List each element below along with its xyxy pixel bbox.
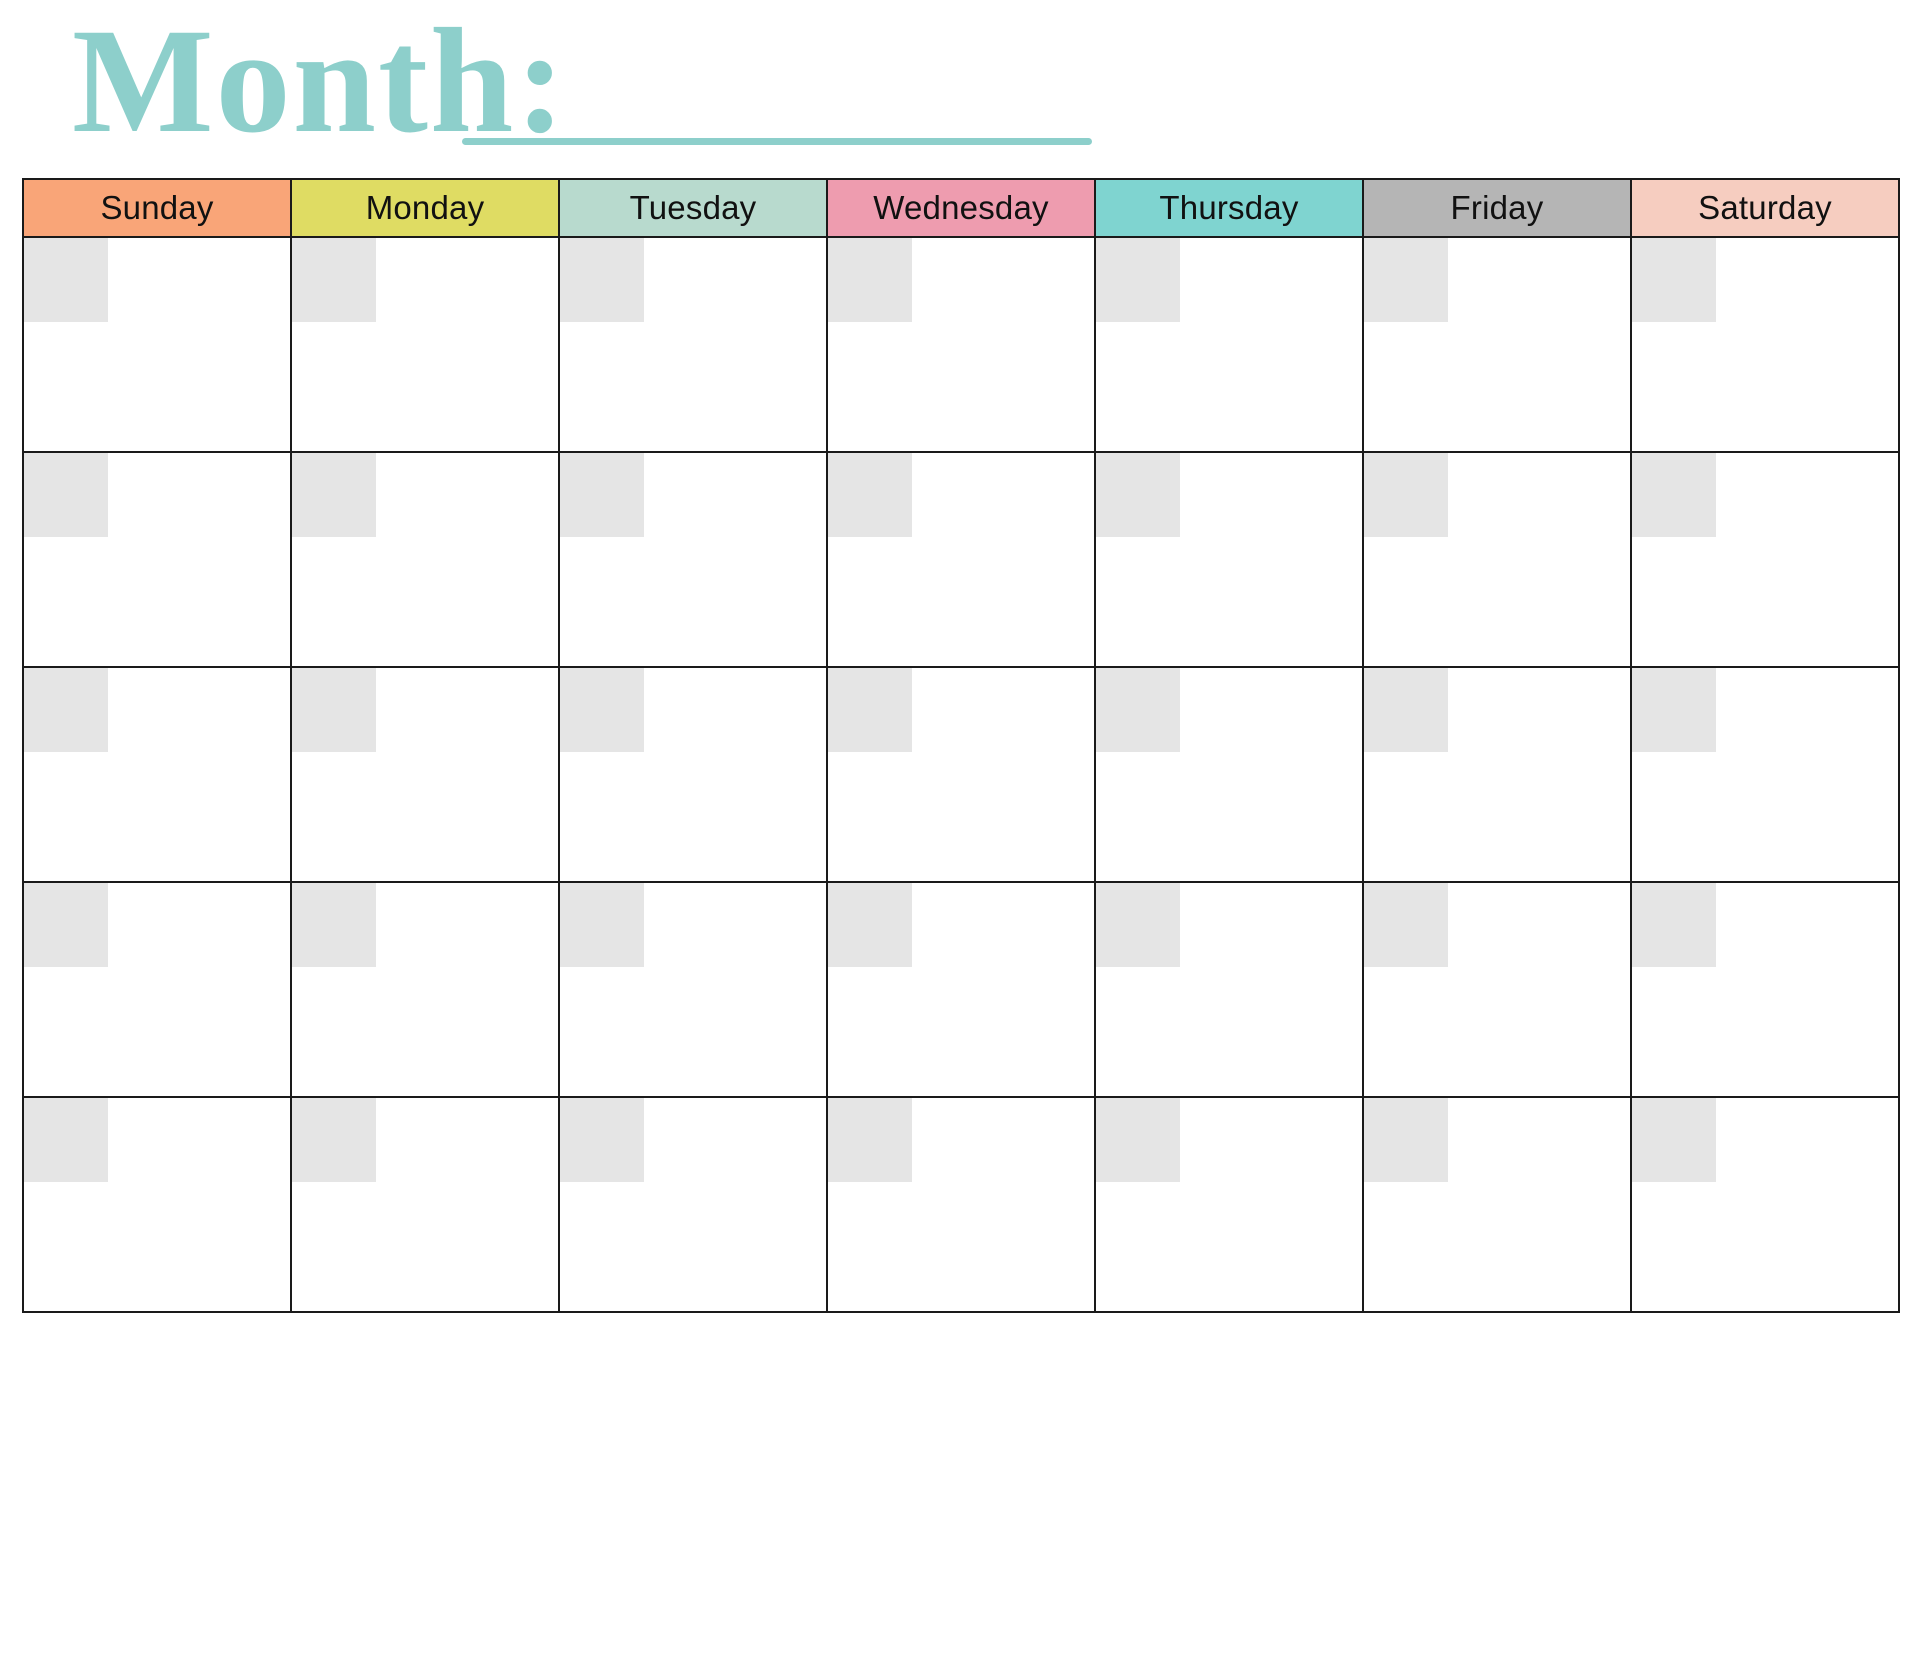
- calendar-day-cell[interactable]: [1362, 881, 1632, 1098]
- calendar-day-cell[interactable]: [1630, 1096, 1900, 1313]
- calendar-day-cell[interactable]: [22, 451, 292, 668]
- date-number-box[interactable]: [292, 883, 376, 967]
- calendar-day-cell[interactable]: [1094, 451, 1364, 668]
- date-number-box[interactable]: [1096, 453, 1180, 537]
- date-number-box[interactable]: [1632, 883, 1716, 967]
- calendar-day-cell[interactable]: [1630, 451, 1900, 668]
- date-number-box[interactable]: [24, 453, 108, 537]
- date-number-box[interactable]: [292, 453, 376, 537]
- date-number-box[interactable]: [292, 238, 376, 322]
- date-number-box[interactable]: [560, 1098, 644, 1182]
- calendar-day-cell[interactable]: [558, 881, 828, 1098]
- weekday-header-tuesday: Tuesday: [558, 178, 828, 238]
- calendar-day-cell[interactable]: [558, 666, 828, 883]
- date-number-box[interactable]: [1364, 883, 1448, 967]
- calendar-day-cell[interactable]: [1362, 236, 1632, 453]
- calendar-day-cell[interactable]: [558, 1096, 828, 1313]
- calendar-day-cell[interactable]: [22, 666, 292, 883]
- date-number-box[interactable]: [828, 668, 912, 752]
- date-number-box[interactable]: [1632, 453, 1716, 537]
- date-number-box[interactable]: [292, 1098, 376, 1182]
- calendar-day-cell[interactable]: [1362, 451, 1632, 668]
- date-number-box[interactable]: [292, 668, 376, 752]
- date-number-box[interactable]: [1096, 238, 1180, 322]
- calendar-day-cell[interactable]: [826, 236, 1096, 453]
- calendar-day-cell[interactable]: [558, 451, 828, 668]
- calendar-day-cell[interactable]: [1362, 1096, 1632, 1313]
- calendar-day-cell[interactable]: [826, 451, 1096, 668]
- date-number-box[interactable]: [1096, 668, 1180, 752]
- calendar-day-cell[interactable]: [1094, 1096, 1364, 1313]
- date-number-box[interactable]: [1364, 453, 1448, 537]
- weekday-header-saturday: Saturday: [1630, 178, 1900, 238]
- date-number-box[interactable]: [828, 238, 912, 322]
- calendar-day-cell[interactable]: [1094, 881, 1364, 1098]
- month-name-blank-line[interactable]: [462, 138, 1092, 145]
- calendar-week-row: [22, 881, 1900, 1098]
- calendar-day-cell[interactable]: [826, 881, 1096, 1098]
- weekday-header-monday: Monday: [290, 178, 560, 238]
- calendar-day-cell[interactable]: [290, 666, 560, 883]
- calendar-day-cell[interactable]: [1094, 236, 1364, 453]
- calendar-day-cell[interactable]: [22, 881, 292, 1098]
- calendar-week-row: [22, 451, 1900, 668]
- calendar-body: [22, 236, 1900, 1313]
- calendar-week-row: [22, 236, 1900, 453]
- calendar-day-cell[interactable]: [1362, 666, 1632, 883]
- weekday-header-friday: Friday: [1362, 178, 1632, 238]
- date-number-box[interactable]: [1364, 668, 1448, 752]
- date-number-box[interactable]: [1632, 1098, 1716, 1182]
- date-number-box[interactable]: [828, 883, 912, 967]
- calendar-day-cell[interactable]: [558, 236, 828, 453]
- calendar-day-cell[interactable]: [290, 236, 560, 453]
- calendar-day-cell[interactable]: [22, 236, 292, 453]
- date-number-box[interactable]: [1364, 238, 1448, 322]
- date-number-box[interactable]: [24, 883, 108, 967]
- weekday-header-thursday: Thursday: [1094, 178, 1364, 238]
- date-number-box[interactable]: [24, 1098, 108, 1182]
- monthly-calendar-grid: Sunday Monday Tuesday Wednesday Thursday Frid…: [22, 178, 1900, 1313]
- calendar-day-cell[interactable]: [290, 451, 560, 668]
- date-number-box[interactable]: [1364, 1098, 1448, 1182]
- date-number-box[interactable]: [560, 453, 644, 537]
- date-number-box[interactable]: [560, 238, 644, 322]
- calendar-day-cell[interactable]: [826, 1096, 1096, 1313]
- weekday-header-wednesday: Wednesday: [826, 178, 1096, 238]
- weekday-header-sunday: Sunday: [22, 178, 292, 238]
- calendar-day-cell[interactable]: [290, 881, 560, 1098]
- calendar-day-cell[interactable]: [1094, 666, 1364, 883]
- calendar-day-cell[interactable]: [1630, 881, 1900, 1098]
- calendar-day-cell[interactable]: [826, 666, 1096, 883]
- title-block: Month:: [0, 0, 1920, 200]
- weekday-header-row-group: Sunday Monday Tuesday Wednesday Thursday Frid…: [22, 178, 1900, 238]
- date-number-box[interactable]: [1096, 883, 1180, 967]
- date-number-box[interactable]: [24, 668, 108, 752]
- date-number-box[interactable]: [828, 1098, 912, 1182]
- date-number-box[interactable]: [24, 238, 108, 322]
- calendar-day-cell[interactable]: [1630, 666, 1900, 883]
- calendar-day-cell[interactable]: [22, 1096, 292, 1313]
- date-number-box[interactable]: [1632, 668, 1716, 752]
- date-number-box[interactable]: [1096, 1098, 1180, 1182]
- date-number-box[interactable]: [1632, 238, 1716, 322]
- date-number-box[interactable]: [560, 883, 644, 967]
- calendar-week-row: [22, 1096, 1900, 1313]
- page-title: Month:: [72, 0, 568, 164]
- calendar-day-cell[interactable]: [290, 1096, 560, 1313]
- date-number-box[interactable]: [560, 668, 644, 752]
- weekday-header-row: Sunday Monday Tuesday Wednesday Thursday Frid…: [22, 178, 1900, 238]
- date-number-box[interactable]: [828, 453, 912, 537]
- calendar-week-row: [22, 666, 1900, 883]
- calendar-day-cell[interactable]: [1630, 236, 1900, 453]
